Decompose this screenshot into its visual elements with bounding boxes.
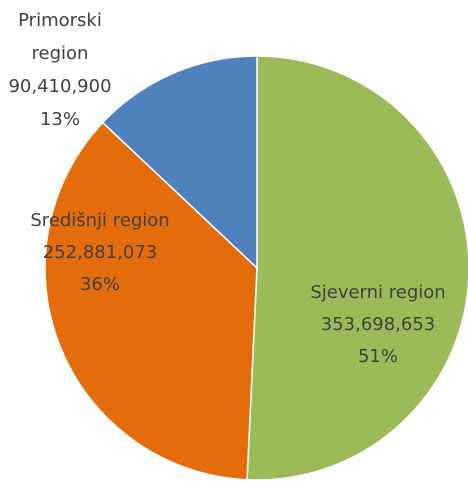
- slice-label: Sjeverni region 353,698,653 51%: [288, 277, 468, 373]
- category-label: Središnji region: [30, 210, 170, 231]
- slice-label: Središnji region 252,881,073 36%: [2, 205, 198, 301]
- category-label: Primorski region: [18, 10, 102, 64]
- pie-slice: [246, 55, 468, 481]
- value-label: 90,410,900: [8, 76, 112, 97]
- pie-slice: [44, 121, 258, 481]
- percent-label: 36%: [79, 274, 120, 295]
- slice-label: Primorski region 90,410,900 13%: [4, 4, 116, 136]
- pie-slice: [101, 55, 258, 270]
- category-label: Sjeverni region: [310, 282, 446, 303]
- value-label: 252,881,073: [42, 242, 158, 263]
- percent-label: 51%: [357, 346, 398, 367]
- percent-label: 13%: [39, 109, 80, 130]
- value-label: 353,698,653: [320, 314, 436, 335]
